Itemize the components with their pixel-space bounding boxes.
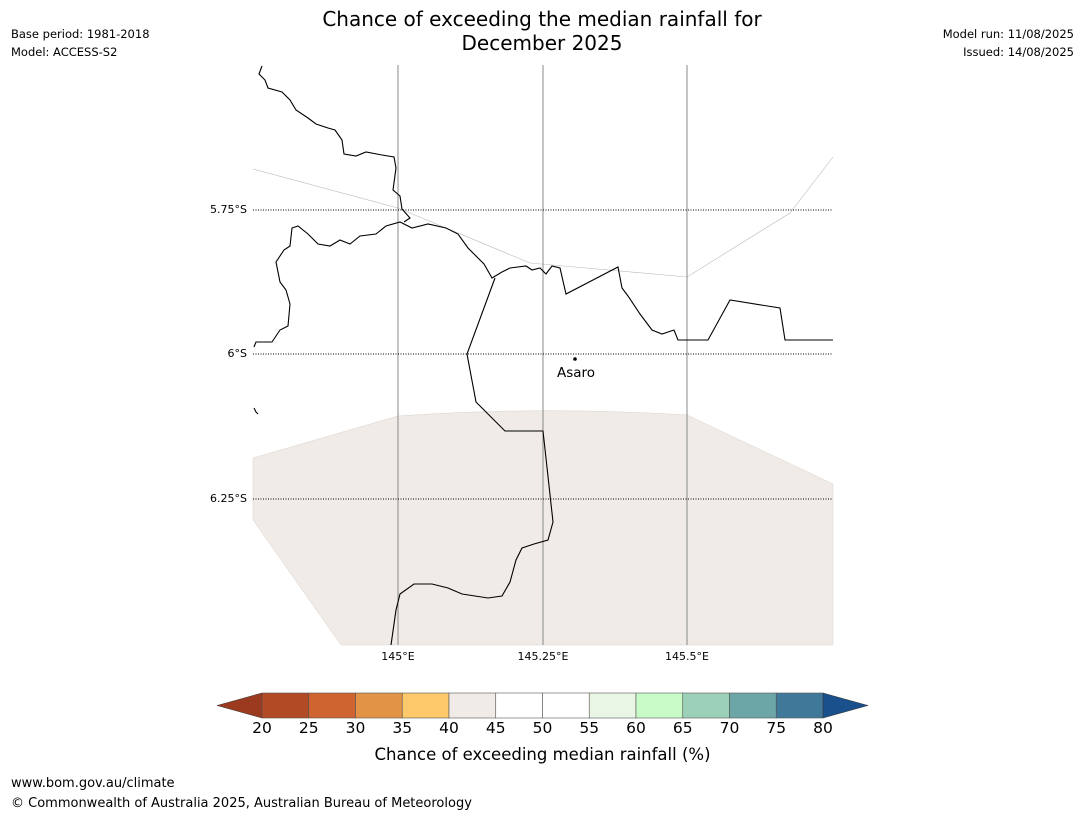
map-title-line1: Chance of exceeding the median rainfall … <box>322 7 762 31</box>
longitude-label-145-5: 145.5°E <box>665 650 709 663</box>
longitude-label-145: 145°E <box>381 650 415 663</box>
metadata-left: Base period: 1981-2018 Model: ACCESS-S2 <box>11 25 150 61</box>
metadata-right: Model run: 11/08/2025 Issued: 14/08/2025 <box>943 25 1074 61</box>
colorbar-tick-label: 25 <box>298 719 319 737</box>
latitude-label-6-25: 6.25°S <box>210 492 247 505</box>
colorbar-tick-label: 80 <box>813 719 833 737</box>
latitude-label-6: 6°S <box>227 347 247 360</box>
latitude-label-5-75: 5.75°S <box>210 203 247 216</box>
boundary-north <box>258 65 411 223</box>
forecast-outline-line <box>252 156 834 278</box>
issued-text: Issued: 14/08/2025 <box>963 45 1074 59</box>
place-label-asaro: Asaro <box>557 365 596 381</box>
colorbar-tick-label: 35 <box>392 719 413 737</box>
footer-url: www.bom.gov.au/climate <box>11 776 175 791</box>
longitude-label-145-25: 145.25°E <box>517 650 569 663</box>
colorbar-tick-label: 70 <box>719 719 740 737</box>
colorbar-tick-label: 50 <box>532 719 553 737</box>
map-title: Chance of exceeding the median rainfall … <box>292 7 792 55</box>
map-title-line2: December 2025 <box>461 31 623 55</box>
colorbar-title: Chance of exceeding median rainfall (%) <box>374 745 711 764</box>
colorbar-tick-label: 20 <box>252 719 272 737</box>
base-period-text: Base period: 1981-2018 <box>11 27 150 41</box>
colorbar-tick-label: 60 <box>626 719 646 737</box>
colorbar-tick-label: 65 <box>672 719 693 737</box>
footer-copyright: © Commonwealth of Australia 2025, Austra… <box>11 796 472 811</box>
colorbar-tick-label: 55 <box>579 719 600 737</box>
model-text: Model: ACCESS-S2 <box>11 45 118 59</box>
boundary-south <box>390 277 554 646</box>
colorbar-tick-label: 40 <box>439 719 459 737</box>
colorbar-ticks: 20 25 30 35 40 45 50 55 60 65 70 75 80 <box>0 719 1085 741</box>
boundary-central <box>253 221 833 348</box>
asaro-marker <box>573 357 577 361</box>
colorbar-tick-label: 45 <box>485 719 506 737</box>
colorbar-tick-label: 75 <box>766 719 787 737</box>
colorbar-tick-label: 30 <box>345 719 366 737</box>
boundary-west-fragment <box>253 407 259 415</box>
model-run-text: Model run: 11/08/2025 <box>942 27 1074 41</box>
